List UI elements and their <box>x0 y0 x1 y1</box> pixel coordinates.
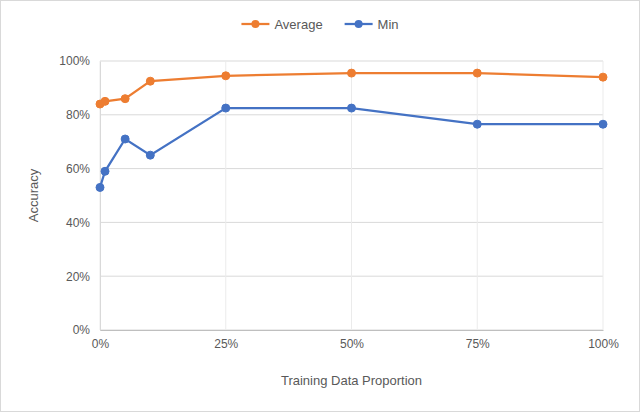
y-tick: 100% <box>59 54 100 68</box>
y-tick: 20% <box>66 270 100 284</box>
series-point <box>96 183 104 191</box>
legend-marker <box>355 20 363 28</box>
x-tick: 25% <box>214 330 238 351</box>
x-axis-title: Training Data Proportion <box>281 373 422 388</box>
plot-area: 0% 20% 40% 60% 80% 100% 0% 25% 50% 75% 100% <box>59 54 619 350</box>
x-tick-label: 25% <box>214 337 238 351</box>
y-tick-label: 60% <box>66 162 90 176</box>
series-line <box>100 73 603 104</box>
series-point <box>101 167 109 175</box>
x-tick-label: 0% <box>92 337 110 351</box>
x-grid-line <box>477 61 478 330</box>
y-tick: 0% <box>73 323 100 337</box>
legend-label: Min <box>378 17 399 32</box>
series-point <box>473 120 481 128</box>
y-tick: 60% <box>66 162 100 176</box>
x-grid-line <box>225 61 226 330</box>
series-line <box>100 108 603 187</box>
legend-item: Average <box>241 17 322 32</box>
series-point <box>146 77 154 85</box>
x-grid-line <box>351 61 352 330</box>
x-axis-line <box>101 330 604 331</box>
y-axis: 0% 20% 40% 60% 80% 100% <box>59 54 100 337</box>
series-point <box>348 104 356 112</box>
y-tick-label: 80% <box>66 108 90 122</box>
y-tick-label: 40% <box>66 216 90 230</box>
x-axis: 0% 25% 50% 75% 100% <box>92 330 619 351</box>
y-axis-title: Accuracy <box>26 168 41 222</box>
series-point <box>599 73 607 81</box>
y-tick-label: 100% <box>59 54 90 68</box>
y-tick-label: 0% <box>73 323 91 337</box>
chart-border <box>1 1 640 412</box>
legend-marker <box>251 20 259 28</box>
x-tick: 0% <box>92 330 110 351</box>
x-tick-label: 100% <box>588 337 619 351</box>
series-point <box>121 135 129 143</box>
x-tick: 75% <box>466 330 490 351</box>
series-point <box>599 120 607 128</box>
grid <box>100 61 603 330</box>
series-point <box>146 151 154 159</box>
series-point <box>222 72 230 80</box>
x-tick-label: 50% <box>340 337 364 351</box>
x-tick: 100% <box>588 330 619 351</box>
y-tick-label: 20% <box>66 270 90 284</box>
x-tick: 50% <box>340 330 364 351</box>
x-grid-line <box>603 61 604 330</box>
legend: Average Min <box>241 17 398 32</box>
series-point <box>473 69 481 77</box>
x-tick-label: 75% <box>466 337 490 351</box>
series-point <box>348 69 356 77</box>
legend-label: Average <box>274 17 322 32</box>
series-group <box>96 69 607 191</box>
series-point <box>101 97 109 105</box>
y-tick: 40% <box>66 216 100 230</box>
series-point <box>222 104 230 112</box>
y-tick: 80% <box>66 108 100 122</box>
chart: 0% 20% 40% 60% 80% 100% 0% 25% 50% 75% 100% Trainin… <box>0 0 640 412</box>
legend-item: Min <box>345 17 399 32</box>
series-point <box>121 95 129 103</box>
